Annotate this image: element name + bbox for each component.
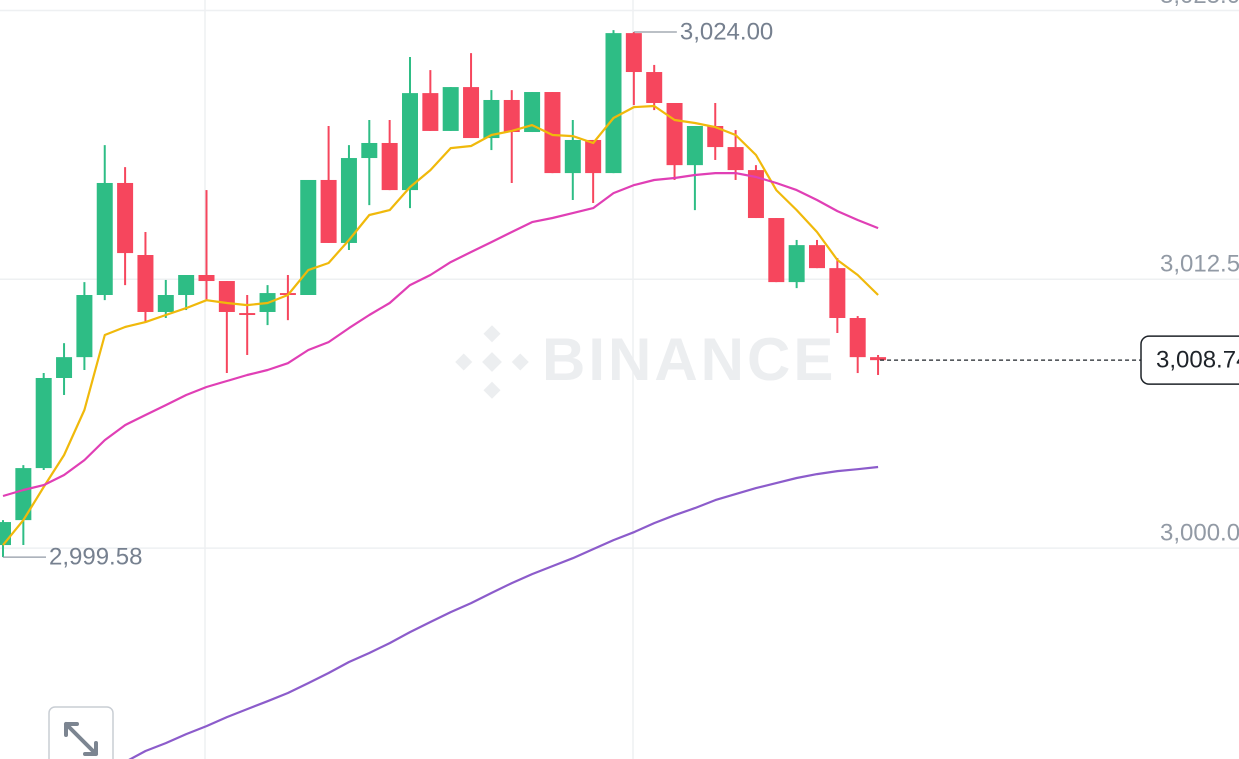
last-price-box <box>1140 335 1239 385</box>
candle-body <box>849 318 866 358</box>
candle-body <box>707 125 724 148</box>
candle-body <box>463 87 480 139</box>
candle-body <box>625 33 642 73</box>
candle-body <box>402 93 418 191</box>
candle-body <box>747 170 764 219</box>
candle-body <box>381 142 398 191</box>
candle-body <box>605 33 622 174</box>
candle-body <box>524 92 541 133</box>
candle-body <box>340 158 357 243</box>
candle-body <box>544 92 561 174</box>
candle-body <box>646 72 663 103</box>
y-tick-label: 3,012.50 <box>1160 251 1239 278</box>
candle-body <box>361 142 378 159</box>
candle-body <box>503 99 520 133</box>
candle-body <box>809 245 825 269</box>
candle-body <box>178 275 195 295</box>
candle-body <box>0 522 11 546</box>
candle-body <box>870 357 887 361</box>
watermark-logo <box>455 325 529 399</box>
moving-average-line <box>2 104 879 546</box>
annotation-label: 3,024.00 <box>680 18 773 45</box>
candle-body <box>483 99 500 139</box>
candle-body <box>15 468 32 521</box>
candle-body <box>422 93 439 131</box>
candle-body <box>35 377 52 469</box>
candle-body <box>727 147 744 171</box>
watermark-text: BINANCE <box>542 326 836 393</box>
expand-button[interactable] <box>48 706 114 759</box>
moving-average-line <box>128 465 879 759</box>
moving-average-line <box>2 172 879 498</box>
annotation-label: 2,999.58 <box>49 543 142 570</box>
candle-body <box>218 281 235 312</box>
candle-body <box>96 182 113 295</box>
candle-body <box>666 102 683 166</box>
candle-body <box>788 245 805 283</box>
candle-body <box>442 87 459 131</box>
y-tick-label: 3,000.00 <box>1160 519 1239 546</box>
candle-body <box>829 268 846 319</box>
candle-body <box>768 218 785 283</box>
candle-body <box>300 179 317 295</box>
candle-body <box>76 294 93 358</box>
watermark: BINANCE <box>455 325 836 399</box>
candle-body <box>117 182 134 254</box>
candle-body <box>564 139 581 174</box>
candle-body <box>56 357 73 378</box>
candle-body <box>198 275 215 282</box>
last-price-label: 3,008.74 <box>1156 346 1239 373</box>
y-tick-label: 3,025.00 <box>1160 0 1239 9</box>
candle-body <box>239 313 256 315</box>
candle-body <box>320 179 337 243</box>
candle-body <box>686 125 703 166</box>
candle-body <box>157 294 174 312</box>
candle-body <box>585 139 602 174</box>
candle-body <box>137 255 154 312</box>
